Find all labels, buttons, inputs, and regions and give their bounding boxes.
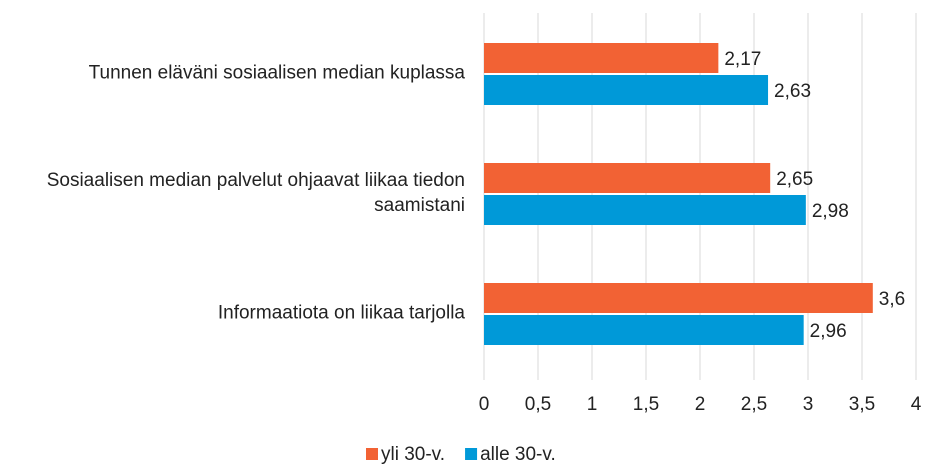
x-tick-label: 4 (911, 394, 922, 415)
bar (484, 195, 806, 225)
category-label: Sosiaalisen median palvelut ohjaavat lii… (46, 170, 465, 216)
x-tick-label: 1,5 (633, 394, 659, 415)
x-tick-label: 2,5 (741, 394, 767, 415)
bar (484, 43, 719, 73)
category-label: Informaatiota on liikaa tarjolla (217, 302, 465, 324)
legend-label: yli 30-v. (381, 444, 445, 465)
category-label: Tunnen eläväni sosiaalisen median kuplas… (88, 62, 465, 84)
bar (484, 163, 771, 193)
legend-swatch (465, 448, 478, 460)
x-tick-label: 2 (695, 394, 706, 415)
data-label: 2,17 (724, 49, 761, 70)
data-label: 2,63 (774, 81, 811, 102)
x-tick-label: 3 (803, 394, 814, 415)
x-tick-label: 1 (587, 394, 598, 415)
data-label: 2,96 (810, 321, 847, 342)
data-label: 2,65 (776, 169, 813, 190)
bar (484, 315, 804, 345)
bar (484, 75, 769, 105)
x-tick-label: 3,5 (849, 394, 875, 415)
bar (484, 283, 873, 313)
legend-label: alle 30-v. (480, 444, 556, 465)
x-tick-label: 0,5 (525, 394, 551, 415)
legend-swatch (366, 448, 378, 460)
x-tick-label: 0 (479, 394, 490, 415)
data-label: 3,6 (879, 289, 905, 310)
data-label: 2,98 (812, 201, 849, 222)
